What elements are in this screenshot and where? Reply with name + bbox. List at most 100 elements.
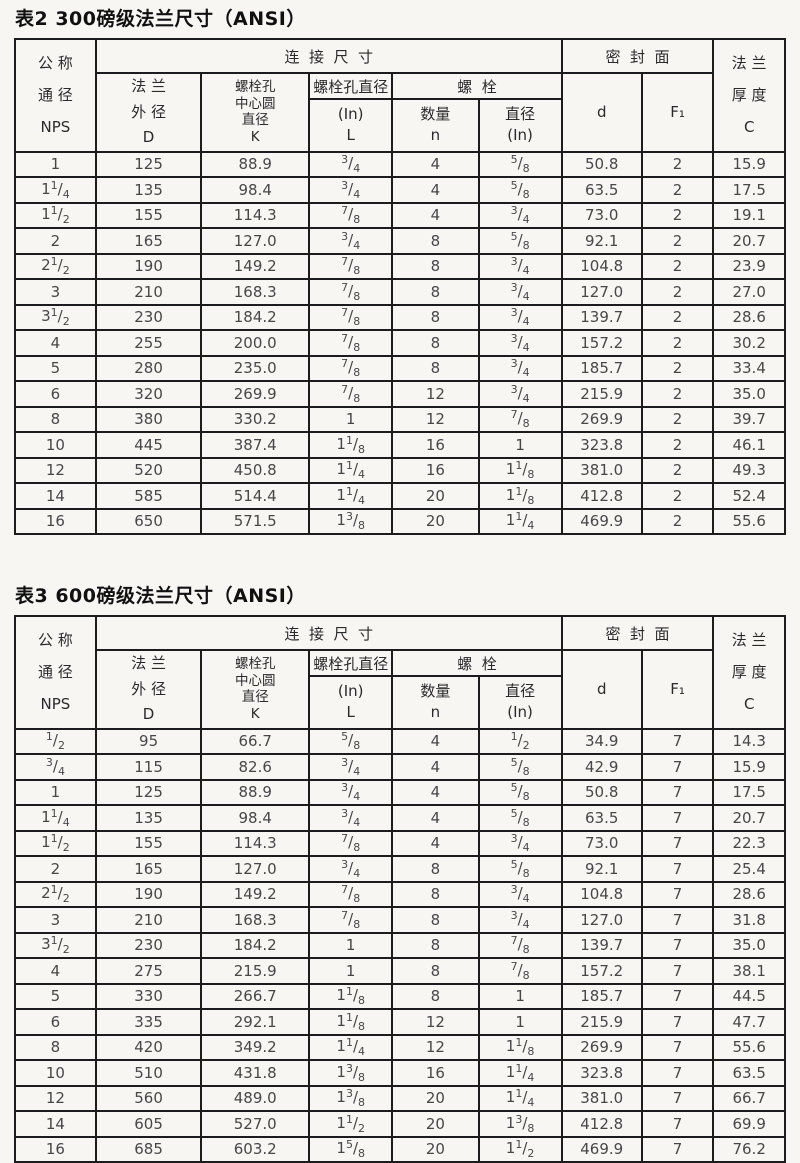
cell: 8 [391, 354, 480, 382]
cell: 63.5 [560, 176, 643, 204]
cell: 8 [391, 303, 480, 331]
cell: 16 [14, 507, 97, 535]
cell: 13/8 [477, 1110, 563, 1138]
cell: 12 [391, 380, 480, 408]
cell: 66.7 [712, 1084, 786, 1112]
header-bolts: 螺 栓 [391, 71, 563, 101]
cell: 527.0 [200, 1110, 311, 1138]
cell: 585 [94, 482, 203, 510]
cell: 8 [14, 405, 97, 433]
cell: 47.7 [712, 1008, 786, 1036]
header-f1: F₁ [640, 72, 715, 153]
cell: 4 [391, 176, 480, 204]
cell: 98.4 [200, 804, 311, 832]
cell: 431.8 [200, 1059, 311, 1087]
cell: 235.0 [200, 354, 311, 382]
cell: 35.0 [712, 931, 786, 959]
cell: 14.3 [712, 727, 786, 755]
cell: 215.9 [560, 1008, 643, 1036]
cell: 1 [14, 778, 97, 806]
cell: 20 [391, 1135, 480, 1163]
cell: 7/8 [308, 354, 394, 382]
header-bolt-circle: 螺栓孔 中心圆 直径 K [200, 72, 311, 153]
header-f1: F₁ [640, 649, 715, 730]
header-seal-face: 密 封 面 [560, 615, 715, 651]
cell: 82.6 [200, 753, 311, 781]
cell: 13/8 [308, 1059, 394, 1087]
cell: 514.4 [200, 482, 311, 510]
cell: 31/2 [14, 931, 97, 959]
table-row: 21/2 190 149.2 7/8 8 3/4 104.8 2 23.9 [14, 252, 786, 280]
cell: 2 [640, 431, 715, 459]
cell: 380 [94, 405, 203, 433]
cell: 55.6 [712, 1033, 786, 1061]
cell: 1 [477, 1008, 563, 1036]
header-bolt-circle: 螺栓孔 中心圆 直径 K [200, 649, 311, 730]
table-body-1: 1/2 95 66.7 5/8 4 1/2 34.9 7 14.3 3/4 115 82.6 3/4 4 5… [14, 727, 786, 1163]
cell: 5/8 [477, 176, 563, 204]
table-row: 12 560 489.0 13/8 20 11/4 381.0 7 66.7 [14, 1084, 786, 1112]
cell: 4 [14, 957, 97, 985]
cell: 450.8 [200, 456, 311, 484]
header-flange-thickness: 法 兰 厚 度 C [712, 615, 786, 730]
cell: 31/2 [14, 303, 97, 331]
cell: 155 [94, 829, 203, 857]
cell: 98.4 [200, 176, 311, 204]
cell: 20.7 [712, 804, 786, 832]
cell: 330.2 [200, 405, 311, 433]
cell: 1 [308, 957, 394, 985]
cell: 8 [391, 329, 480, 357]
cell: 7/8 [308, 329, 394, 357]
cell: 35.0 [712, 380, 786, 408]
cell: 3 [14, 906, 97, 934]
cell: 12 [391, 1033, 480, 1061]
cell: 184.2 [200, 303, 311, 331]
cell: 320 [94, 380, 203, 408]
cell: 2 [14, 227, 97, 255]
cell: 14 [14, 482, 97, 510]
cell: 11/8 [308, 1008, 394, 1036]
header-bolt-hole-in-l: (In) L [308, 675, 394, 730]
header-bolt-hole-in-l: (In) L [308, 98, 394, 153]
cell: 155 [94, 201, 203, 229]
cell: 510 [94, 1059, 203, 1087]
cell: 280 [94, 354, 203, 382]
cell: 3/4 [308, 176, 394, 204]
cell: 11/4 [477, 1059, 563, 1087]
cell: 7/8 [308, 906, 394, 934]
cell: 52.4 [712, 482, 786, 510]
cell: 19.1 [712, 201, 786, 229]
cell: 7 [640, 727, 715, 755]
cell: 6 [14, 380, 97, 408]
cell: 4 [14, 329, 97, 357]
cell: 92.1 [560, 855, 643, 883]
header-nps: 公 称 通 径 NPS [14, 615, 97, 730]
cell: 11/2 [14, 829, 97, 857]
cell: 7/8 [308, 278, 394, 306]
header-d: d [560, 649, 643, 730]
cell: 3/4 [308, 150, 394, 178]
cell: 149.2 [200, 252, 311, 280]
cell: 387.4 [200, 431, 311, 459]
header-connection-dims: 连 接 尺 寸 [94, 38, 563, 74]
table-section-600lb: 表3 600磅级法兰尺寸（ANSI） 公 称 通 径 NPS 连 接 尺 寸 密… [14, 581, 786, 1163]
cell: 650 [94, 507, 203, 535]
cell: 17.5 [712, 778, 786, 806]
cell: 1 [477, 431, 563, 459]
cell: 104.8 [560, 880, 643, 908]
cell: 489.0 [200, 1084, 311, 1112]
cell: 7 [640, 931, 715, 959]
cell: 115 [94, 753, 203, 781]
cell: 4 [391, 829, 480, 857]
header-flange-thickness: 法 兰 厚 度 C [712, 38, 786, 153]
cell: 3/4 [477, 380, 563, 408]
cell: 11/4 [308, 482, 394, 510]
cell: 445 [94, 431, 203, 459]
cell: 11/8 [308, 431, 394, 459]
flange-table-300lb: 公 称 通 径 NPS 连 接 尺 寸 密 封 面 法 兰 厚 度 C 法 兰 … [14, 38, 786, 535]
cell: 8 [391, 227, 480, 255]
cell: 7 [640, 1059, 715, 1087]
cell: 10 [14, 1059, 97, 1087]
cell: 685 [94, 1135, 203, 1163]
table-row: 6 320 269.9 7/8 12 3/4 215.9 2 35.0 [14, 380, 786, 408]
